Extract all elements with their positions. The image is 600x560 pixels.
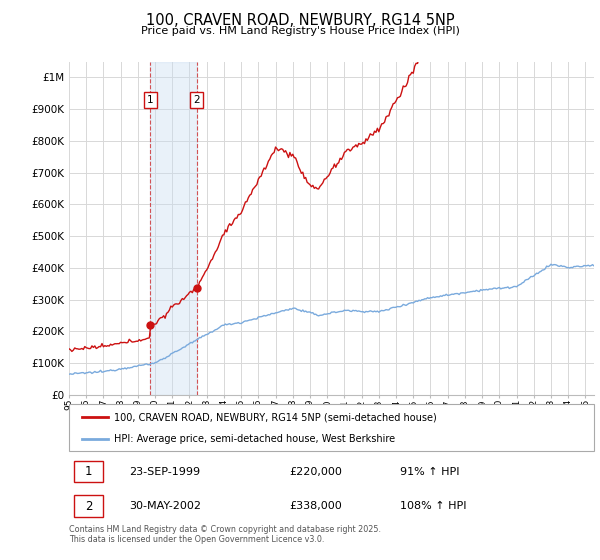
Text: 2: 2: [85, 500, 92, 512]
Text: £338,000: £338,000: [290, 501, 342, 511]
Bar: [151, 62, 197, 395]
Text: 1: 1: [85, 465, 92, 478]
Text: 23-SEP-1999: 23-SEP-1999: [130, 466, 200, 477]
Text: Contains HM Land Registry data © Crown copyright and database right 2025.
This d: Contains HM Land Registry data © Crown c…: [69, 525, 381, 544]
Text: £220,000: £220,000: [290, 466, 343, 477]
Bar: [74, 496, 103, 517]
Text: 108% ↑ HPI: 108% ↑ HPI: [400, 501, 466, 511]
Text: 1: 1: [147, 95, 154, 105]
Text: 91% ↑ HPI: 91% ↑ HPI: [400, 466, 459, 477]
Text: HPI: Average price, semi-detached house, West Berkshire: HPI: Average price, semi-detached house,…: [113, 433, 395, 444]
Text: 30-MAY-2002: 30-MAY-2002: [130, 501, 202, 511]
Text: 100, CRAVEN ROAD, NEWBURY, RG14 5NP (semi-detached house): 100, CRAVEN ROAD, NEWBURY, RG14 5NP (sem…: [113, 412, 436, 422]
Bar: [74, 461, 103, 482]
Text: 2: 2: [193, 95, 200, 105]
Text: Price paid vs. HM Land Registry's House Price Index (HPI): Price paid vs. HM Land Registry's House …: [140, 26, 460, 36]
Text: 100, CRAVEN ROAD, NEWBURY, RG14 5NP: 100, CRAVEN ROAD, NEWBURY, RG14 5NP: [146, 13, 454, 29]
